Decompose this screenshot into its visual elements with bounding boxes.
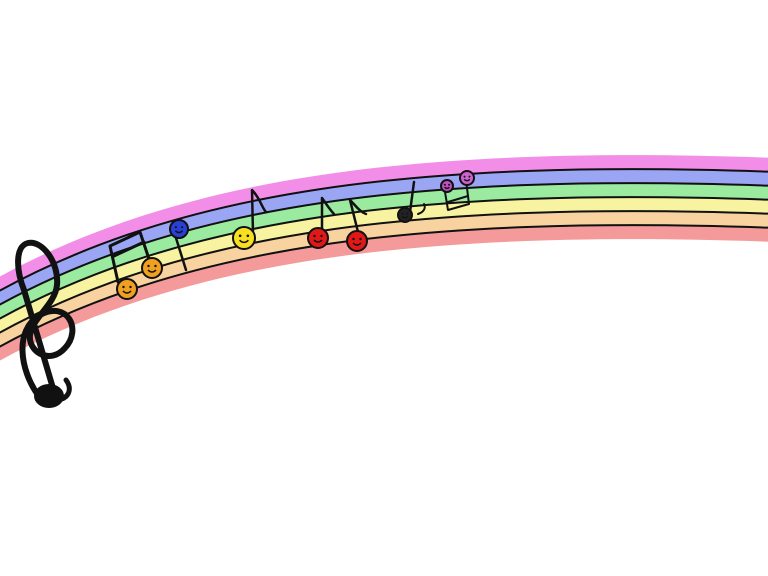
mouth	[147, 269, 157, 273]
eye	[181, 226, 184, 229]
eye	[313, 234, 316, 238]
smiley-face-icon	[169, 219, 189, 239]
eye	[352, 237, 355, 241]
quarter-note-stem	[174, 236, 188, 272]
eye	[359, 237, 362, 241]
mouth	[352, 242, 362, 246]
mouth	[174, 230, 184, 234]
rainbow-band	[0, 183, 768, 319]
note-flag	[417, 203, 426, 215]
sixteenth-note-icon	[443, 179, 470, 211]
mouth	[444, 186, 450, 190]
eighth-note-icon	[320, 196, 336, 238]
rainbow-band	[0, 169, 768, 305]
eighth-note-icon	[250, 188, 268, 236]
beam-line	[447, 195, 469, 203]
rainbow-band	[0, 155, 768, 291]
mouth	[313, 239, 323, 243]
mouth	[401, 215, 409, 219]
eye	[174, 226, 177, 229]
rainbow-staff	[0, 155, 768, 361]
beam-line	[112, 240, 146, 258]
eye	[122, 285, 125, 289]
eye	[443, 183, 446, 186]
mouth	[239, 239, 249, 244]
eye	[154, 264, 157, 268]
rainbow-band	[0, 225, 768, 361]
eye	[401, 212, 404, 215]
staff-line	[0, 168, 768, 292]
smiley-face-icon	[346, 230, 368, 252]
music-notes	[108, 170, 475, 300]
mouth	[463, 178, 471, 182]
smiley-face-icon	[232, 226, 256, 250]
mouth	[122, 290, 132, 294]
beamed-eighth-notes-icon	[108, 230, 152, 284]
smiley-face-icon	[307, 227, 329, 249]
eye	[246, 234, 250, 238]
smiley-face-icon	[459, 170, 475, 186]
smiley-face-icon	[116, 278, 138, 300]
eye	[320, 234, 323, 238]
eye	[238, 234, 242, 238]
eye	[406, 212, 409, 215]
eye	[147, 264, 150, 268]
eye	[129, 285, 132, 289]
eye	[468, 175, 471, 178]
treble-clef-icon	[15, 239, 76, 408]
quarter-note-stem	[408, 180, 416, 214]
smiley-face-icon	[397, 207, 413, 223]
eighth-note-icon	[348, 198, 368, 238]
eye	[448, 183, 451, 186]
smiley-face-icon	[440, 179, 454, 193]
eye	[463, 175, 466, 178]
smiley-face-icon	[141, 257, 163, 279]
